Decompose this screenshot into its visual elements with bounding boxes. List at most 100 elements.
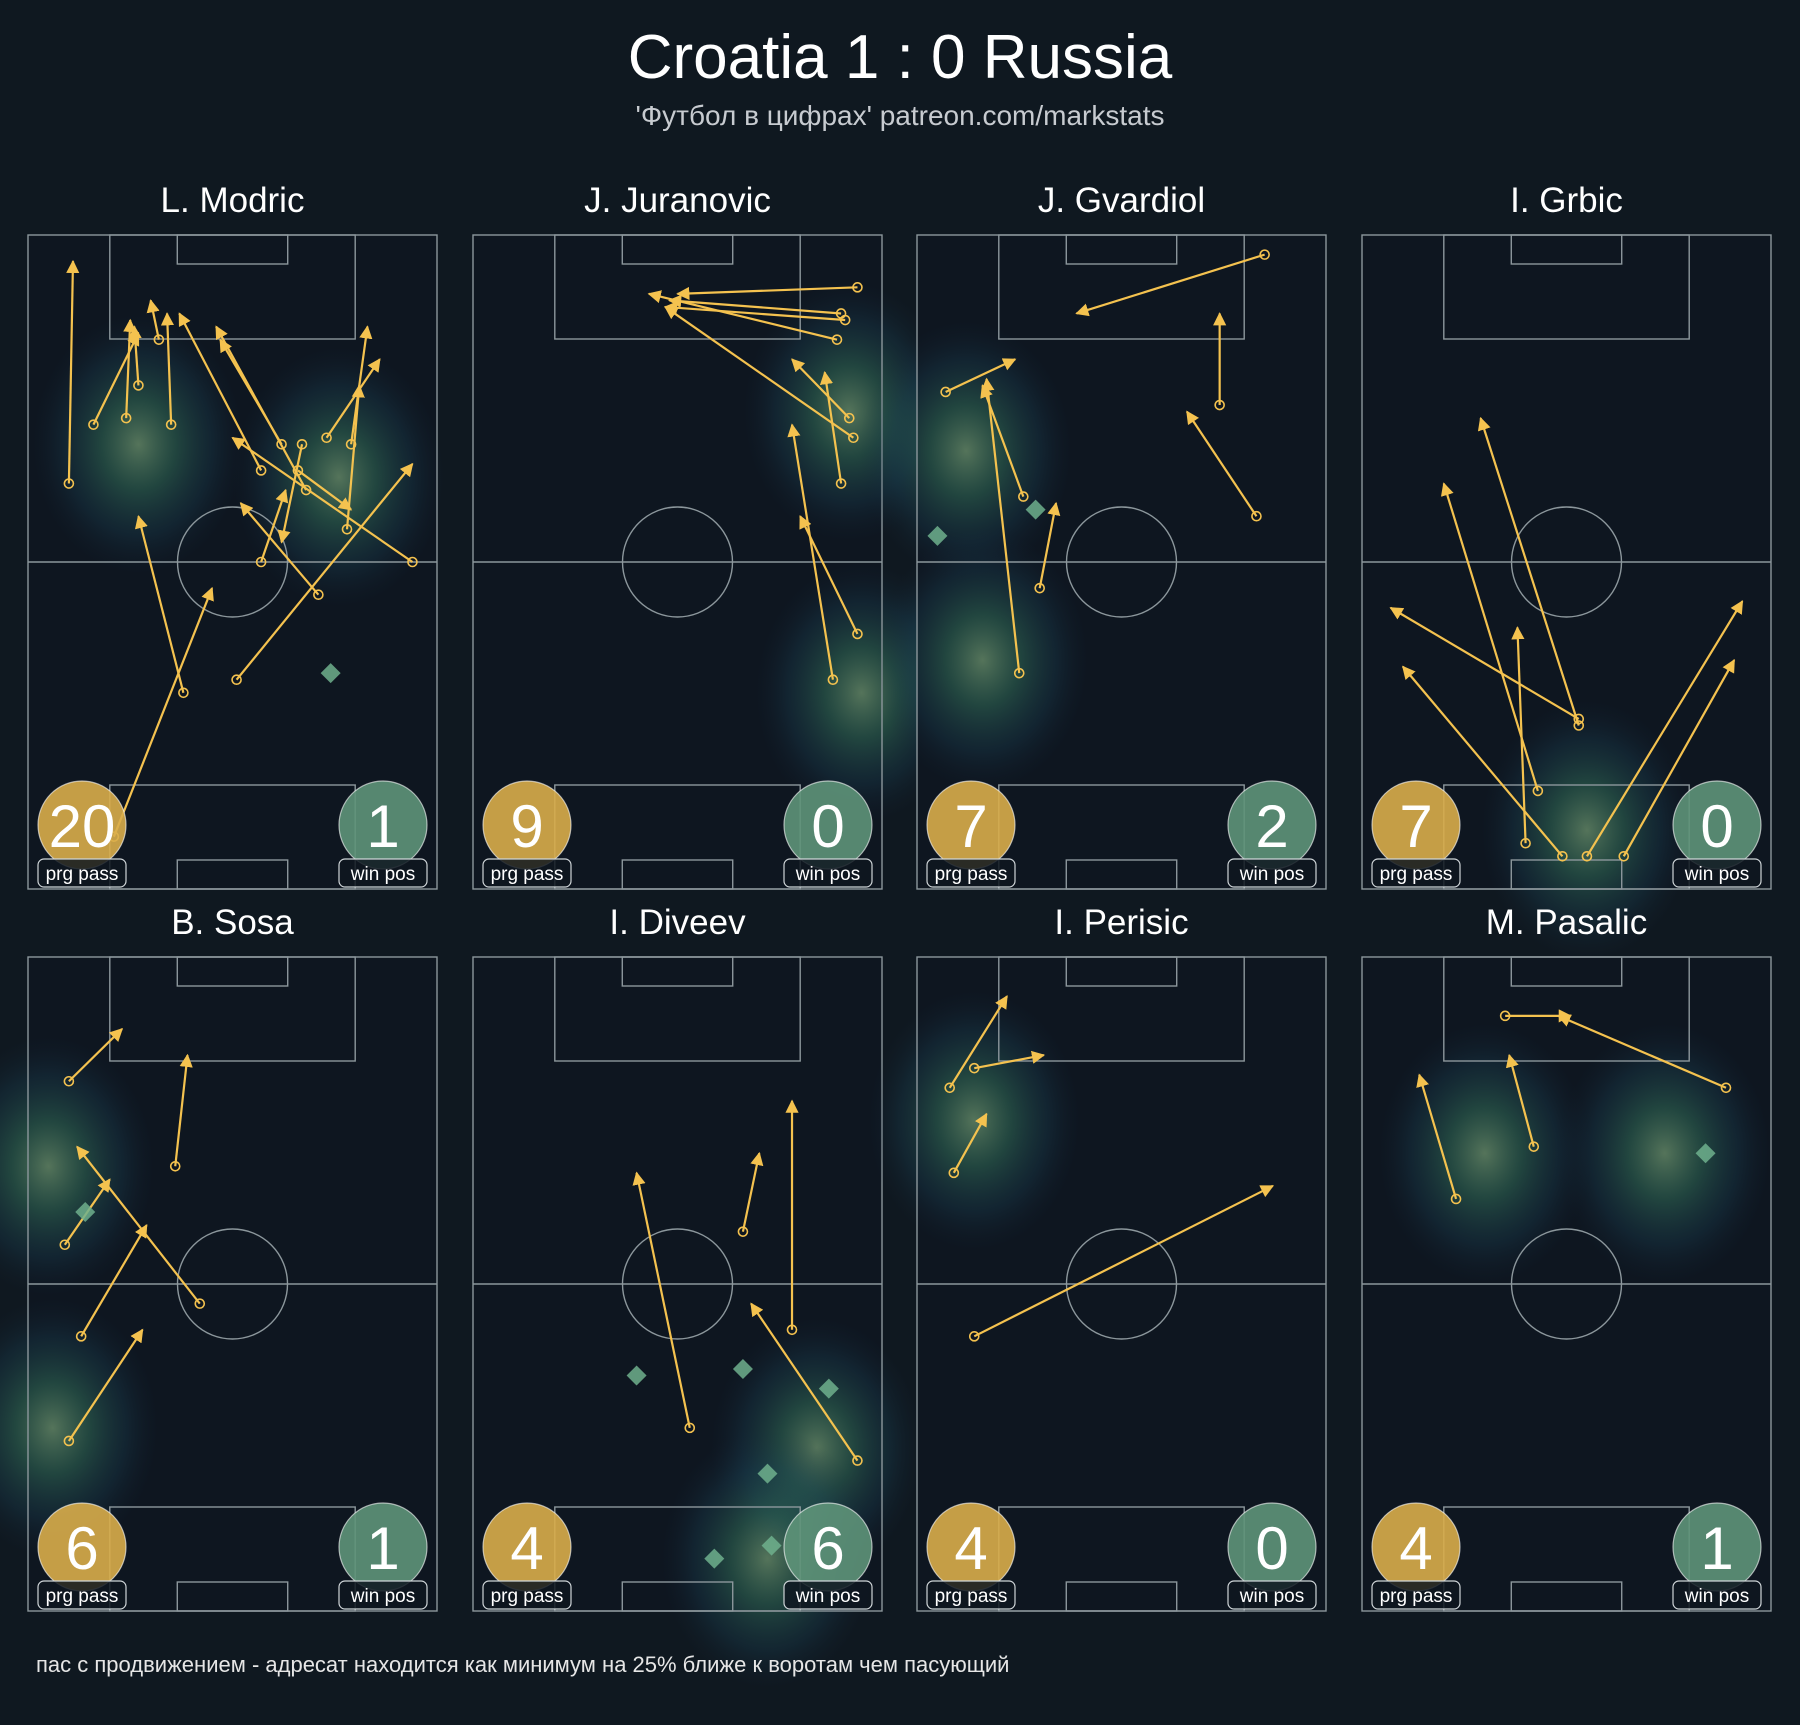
win-pos-value: 0 bbox=[1255, 1515, 1288, 1582]
prg-pass-value: 4 bbox=[1399, 1515, 1432, 1582]
win-position-marker bbox=[757, 1463, 778, 1484]
pass-origin bbox=[153, 334, 165, 345]
pass-arrow bbox=[741, 1151, 764, 1232]
prg-pass-value: 7 bbox=[1399, 793, 1432, 860]
pass-origin bbox=[1214, 399, 1225, 411]
pass-origin bbox=[178, 687, 189, 699]
pass-origin bbox=[296, 438, 308, 450]
pass-arrow bbox=[215, 325, 308, 491]
goal-box-top bbox=[621, 956, 734, 987]
goal-box-bottom bbox=[1065, 859, 1178, 890]
pass-origin bbox=[1532, 785, 1544, 797]
pass-arrow bbox=[325, 358, 381, 439]
heat-blob bbox=[0, 1035, 155, 1298]
goal-box-bottom bbox=[621, 859, 734, 890]
pitch-panel: I. Diveev 4 prg pass 6 win pos bbox=[472, 903, 923, 1690]
win-pos-value: 0 bbox=[1700, 793, 1733, 860]
win-pos-value: 0 bbox=[811, 793, 844, 860]
pass-origin bbox=[786, 1324, 798, 1336]
pass-origin bbox=[341, 523, 353, 535]
pass-arrow bbox=[1622, 658, 1736, 857]
pass-origin bbox=[300, 484, 312, 496]
pass-origin bbox=[59, 1239, 71, 1251]
player-name: B. Sosa bbox=[171, 903, 294, 942]
prg-pass-value: 6 bbox=[65, 1515, 98, 1582]
pass-arrow bbox=[1186, 410, 1258, 517]
prg-pass-label: prg pass bbox=[1380, 864, 1453, 885]
pass-origin bbox=[852, 1455, 863, 1466]
pass-arrow bbox=[819, 371, 843, 484]
pass-arrow bbox=[663, 301, 846, 322]
pass-origin bbox=[165, 419, 177, 430]
goal-box-top bbox=[176, 956, 289, 987]
win-position-marker bbox=[927, 525, 948, 546]
pass-origin bbox=[1618, 850, 1630, 862]
center-circle bbox=[1510, 1228, 1623, 1340]
pass-arrow bbox=[174, 1053, 193, 1167]
heat-blob bbox=[876, 529, 1089, 791]
player-name: M. Pasalic bbox=[1486, 903, 1647, 942]
win-pos-label-box bbox=[1672, 858, 1762, 888]
prg-pass-label-box bbox=[1371, 858, 1461, 888]
goal-box-top bbox=[1510, 956, 1623, 987]
pass-origin bbox=[835, 308, 847, 319]
pass-origin bbox=[852, 282, 863, 293]
player-name: I. Perisic bbox=[1054, 903, 1188, 942]
pass-origin bbox=[831, 334, 843, 345]
heat-blob bbox=[0, 1297, 159, 1559]
pass-origin bbox=[1520, 837, 1531, 849]
pass-origin bbox=[1499, 1010, 1511, 1022]
heat-blob bbox=[32, 313, 245, 576]
pass-origin bbox=[345, 438, 357, 450]
prg-pass-label-box bbox=[926, 1580, 1016, 1610]
pass-origin bbox=[75, 1331, 87, 1342]
pass-origin bbox=[1557, 850, 1568, 862]
win-position-marker bbox=[1695, 1143, 1716, 1164]
win-pos-value: 6 bbox=[811, 1515, 844, 1582]
prg-pass-label: prg pass bbox=[46, 864, 119, 885]
pass-arrow bbox=[297, 469, 353, 511]
pass-arrow bbox=[1477, 416, 1580, 726]
win-position-marker bbox=[320, 663, 341, 684]
prg-pass-label-box bbox=[37, 1580, 127, 1610]
pass-arrow bbox=[974, 1050, 1046, 1070]
player-name: L. Modric bbox=[161, 181, 305, 220]
win-position-marker bbox=[1025, 499, 1046, 520]
pass-origin bbox=[63, 1075, 75, 1087]
goal-box-bottom bbox=[1065, 1581, 1178, 1612]
win-pos-value: 1 bbox=[1700, 1515, 1733, 1582]
prg-pass-value: 9 bbox=[510, 793, 543, 860]
win-pos-value: 2 bbox=[1255, 793, 1288, 860]
pass-arrow bbox=[231, 436, 414, 563]
win-pos-label: win pos bbox=[1684, 864, 1749, 885]
pass-origin bbox=[313, 589, 324, 601]
pass-origin bbox=[1720, 1082, 1732, 1094]
prg-pass-label-box bbox=[37, 858, 127, 888]
pass-arrow bbox=[68, 1028, 124, 1083]
heat-blob bbox=[232, 346, 446, 608]
win-pos-value: 1 bbox=[366, 793, 399, 860]
goal-box-top bbox=[1065, 956, 1178, 987]
pass-arrow bbox=[123, 318, 137, 419]
pass-origin bbox=[1573, 720, 1585, 731]
pass-origin bbox=[684, 1422, 696, 1434]
pitch-panel: L. Modric 20 prg pass 1 win pos bbox=[27, 181, 446, 890]
pass-arrow bbox=[664, 306, 854, 439]
prg-pass-value: 4 bbox=[510, 1515, 543, 1582]
page-subtitle: 'Футбол в цифрах' patreon.com/markstats bbox=[635, 100, 1165, 131]
pass-origin bbox=[120, 412, 132, 424]
pass-origin bbox=[1581, 850, 1593, 862]
pass-origin bbox=[852, 628, 863, 640]
win-pos-label: win pos bbox=[1239, 1586, 1304, 1607]
win-position-marker bbox=[704, 1548, 725, 1569]
goal-box-bottom bbox=[1510, 859, 1623, 890]
win-pos-label-box bbox=[338, 1580, 428, 1610]
footnote: пас с продвижением - адресат находится к… bbox=[36, 1652, 1010, 1677]
win-pos-label-box bbox=[1227, 1580, 1317, 1610]
player-name: J. Juranovic bbox=[584, 181, 771, 220]
pass-origin bbox=[1450, 1193, 1462, 1205]
pass-origin bbox=[321, 432, 332, 444]
pass-origin bbox=[968, 1062, 980, 1074]
pitch-panel: I. Grbic 7 prg pass 0 win pos bbox=[1361, 181, 1772, 961]
